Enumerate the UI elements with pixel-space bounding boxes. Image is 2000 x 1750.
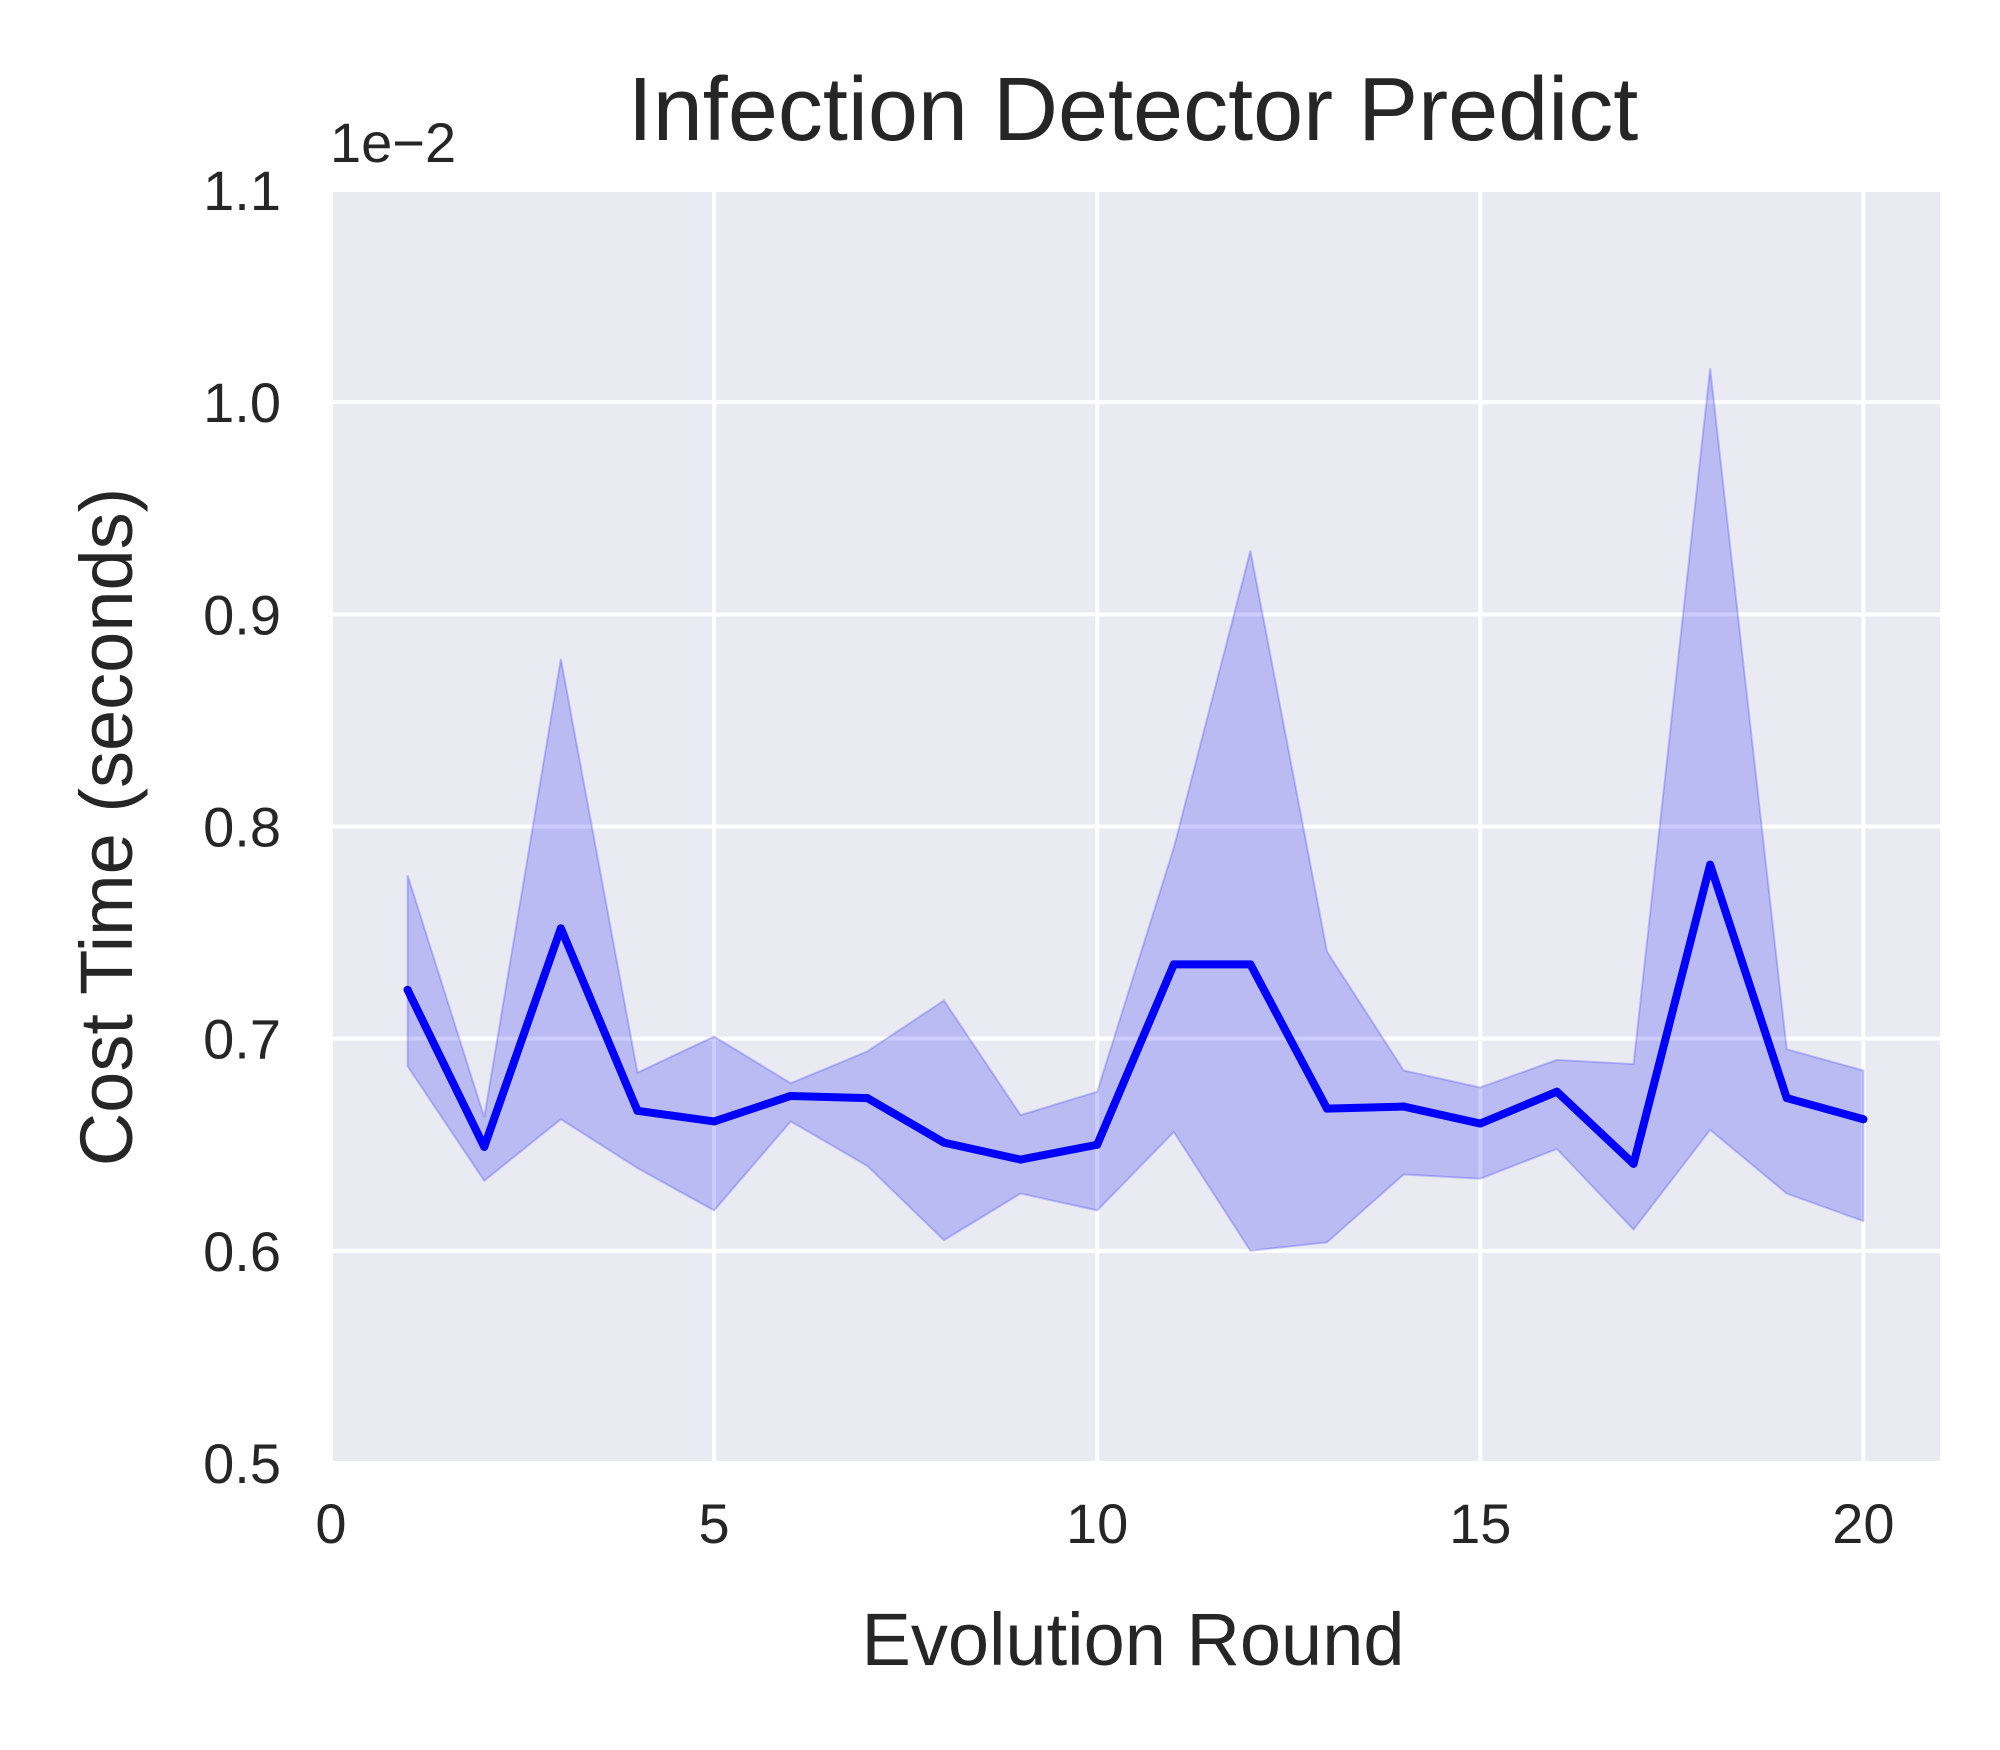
x-tick-labels: 0 5 10 15 20 xyxy=(315,1492,1894,1555)
series-point xyxy=(1169,960,1178,969)
y-axis-offset-label: 1e−2 xyxy=(330,111,456,174)
series-point xyxy=(1323,1104,1332,1113)
y-axis-label: Cost Time (seconds) xyxy=(65,488,148,1167)
series-point xyxy=(556,924,565,933)
series-point xyxy=(939,1138,948,1147)
series-point xyxy=(710,1117,719,1126)
y-tick-label: 0.9 xyxy=(203,583,281,646)
series-line xyxy=(403,860,1868,1168)
y-tick-label: 0.5 xyxy=(203,1432,281,1495)
series-point xyxy=(633,1106,642,1115)
x-tick-label: 10 xyxy=(1066,1492,1128,1555)
y-tick-label: 1.1 xyxy=(203,159,281,222)
series-point xyxy=(1706,860,1715,869)
x-tick-label: 15 xyxy=(1449,1492,1511,1555)
chart-title: Infection Detector Predict xyxy=(628,60,1638,160)
series-point xyxy=(1476,1119,1485,1128)
series-point xyxy=(863,1094,872,1103)
x-tick-label: 5 xyxy=(699,1492,730,1555)
series-point xyxy=(480,1142,489,1151)
series-band xyxy=(406,368,1865,1252)
y-tick-label: 0.6 xyxy=(203,1220,281,1283)
series-point xyxy=(1859,1115,1868,1124)
y-tick-labels: 0.5 0.6 0.7 0.8 0.9 1.0 1.1 xyxy=(203,159,281,1495)
series-point xyxy=(1552,1087,1561,1096)
series-point xyxy=(786,1091,795,1100)
x-axis-label: Evolution Round xyxy=(861,1598,1404,1681)
series-point xyxy=(1782,1094,1791,1103)
x-tick-label: 20 xyxy=(1832,1492,1894,1555)
mean-line xyxy=(403,860,1868,1168)
confidence-band xyxy=(406,368,1865,1252)
series-point xyxy=(1399,1102,1408,1111)
series-point xyxy=(1246,960,1255,969)
series-point xyxy=(403,985,412,994)
y-tick-label: 0.7 xyxy=(203,1008,281,1071)
x-tick-label: 0 xyxy=(315,1492,346,1555)
y-tick-label: 1.0 xyxy=(203,371,281,434)
y-tick-label: 0.8 xyxy=(203,796,281,859)
series-point xyxy=(1629,1159,1638,1168)
series-point xyxy=(1093,1140,1102,1149)
series-point xyxy=(1016,1155,1025,1164)
grid-lines xyxy=(329,188,1940,1465)
